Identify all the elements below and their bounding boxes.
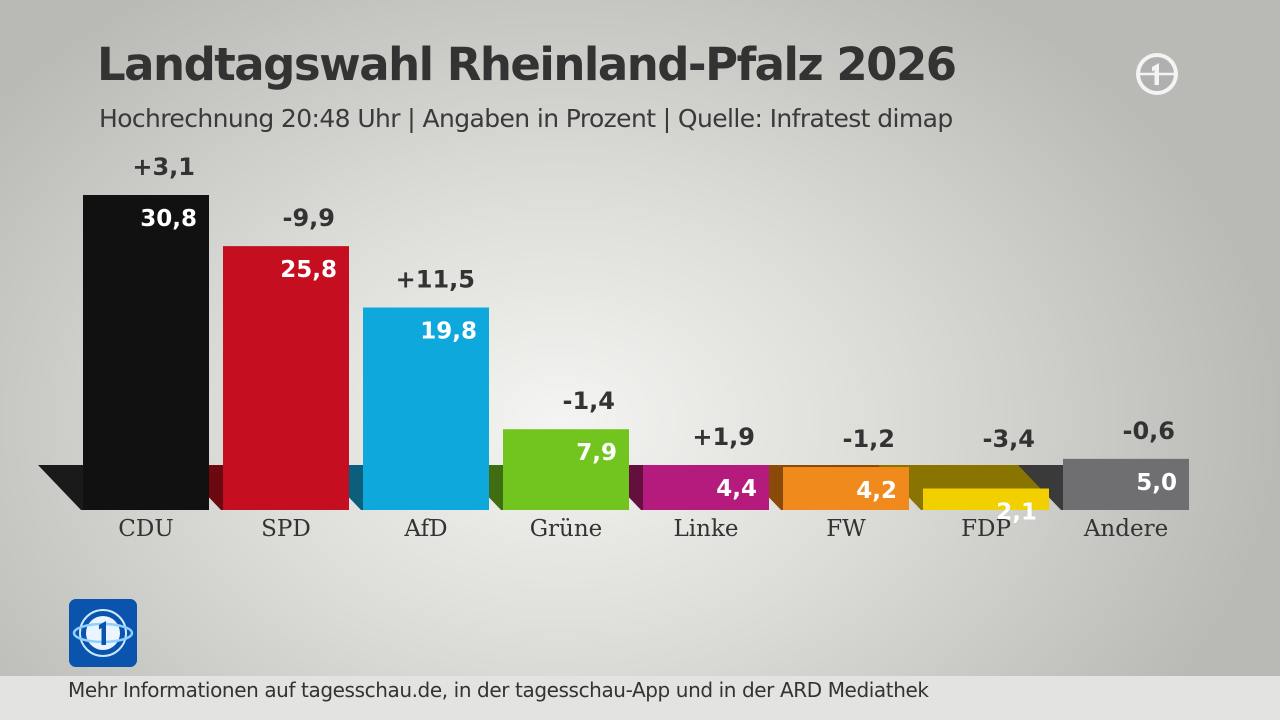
category-label: FDP	[961, 516, 1011, 542]
bar-value-label: 19,8	[420, 319, 477, 345]
category-label: Grüne	[530, 516, 603, 542]
bar-linke	[643, 465, 769, 510]
bar-grüne	[503, 429, 629, 510]
bar-afd	[363, 307, 489, 510]
bar-change-label: +11,5	[396, 266, 475, 294]
bar-value-label: 5,0	[1136, 470, 1177, 496]
bar-fw	[783, 467, 909, 510]
bar-change-label: +3,1	[132, 153, 195, 181]
chart-subtitle: Hochrechnung 20:48 Uhr | Angaben in Proz…	[99, 104, 953, 133]
category-label: Andere	[1083, 516, 1168, 542]
footer-bar	[0, 676, 1280, 720]
ard-logo-icon	[1136, 53, 1178, 95]
bar-value-label: 25,8	[280, 257, 337, 283]
bar-chart: 30,8 +3,1 CDU 25,8 -9,9 SPD 19,8 +11,5 AfD 7,9 -1,…	[38, 153, 1189, 542]
category-label: CDU	[118, 516, 173, 542]
bar-change-label: -1,2	[843, 425, 895, 453]
bar-change-label: +1,9	[692, 423, 755, 451]
bar-value-label: 2,1	[996, 500, 1037, 526]
bar-change-label: -3,4	[983, 425, 1035, 453]
bar-change-label: -9,9	[283, 204, 335, 232]
bar-cdu	[83, 195, 209, 510]
bar-change-label: -1,4	[563, 387, 615, 415]
bar-fdp	[923, 488, 1049, 510]
footer-text: Mehr Informationen auf tagesschau.de, in…	[68, 678, 929, 702]
category-label: FW	[826, 516, 866, 542]
bar-value-label: 7,9	[576, 440, 617, 466]
bar-value-label: 4,2	[856, 478, 897, 504]
category-label: SPD	[261, 516, 311, 542]
bar-change-label: -0,6	[1123, 417, 1175, 445]
bar-value-label: 30,8	[140, 206, 197, 232]
category-label: Linke	[674, 516, 739, 542]
category-label: AfD	[403, 516, 447, 542]
chart-title: Landtagswahl Rheinland-Pfalz 2026	[97, 38, 957, 91]
bar-andere	[1063, 458, 1189, 510]
bar-spd	[223, 246, 349, 511]
tagesschau-logo-icon	[69, 599, 137, 667]
bar-value-label: 4,4	[716, 476, 757, 502]
